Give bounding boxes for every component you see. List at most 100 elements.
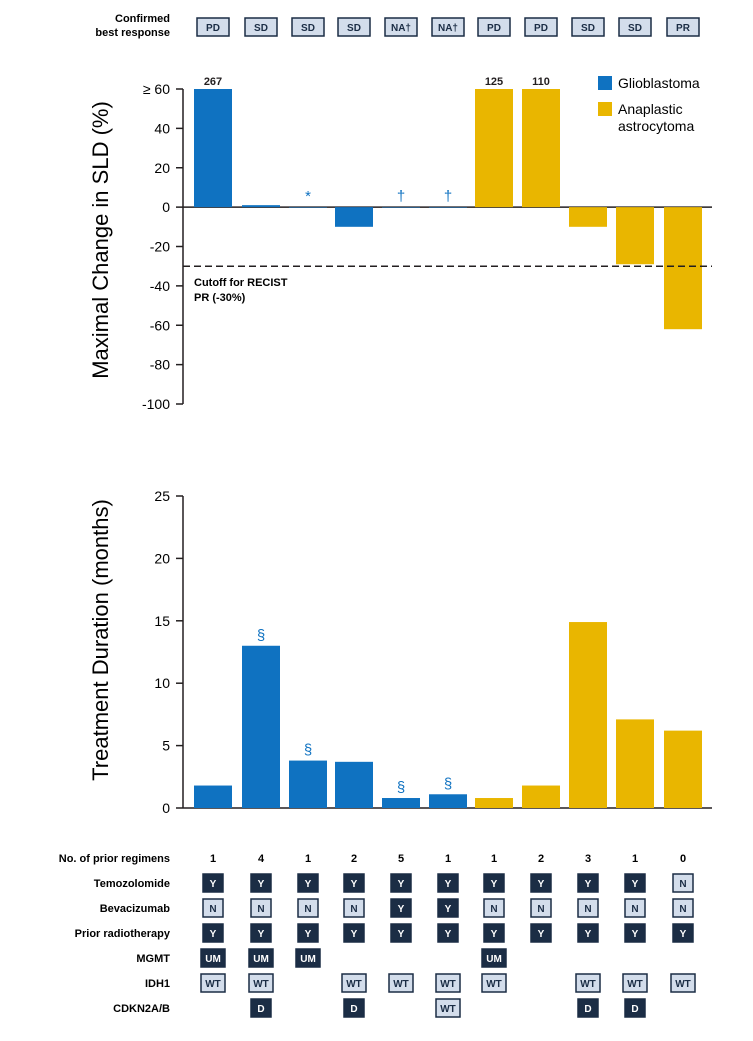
table-row-label: No. of prior regimens [59,853,170,865]
bar [616,719,654,808]
table-cell-value: Y [305,879,312,890]
bar-label: † [444,188,452,205]
bar [522,89,560,208]
y-tick-label: -100 [142,396,170,412]
best-response-row: Confirmed best response PD SD SD SD NA† NA† PD… [95,13,700,39]
y-tick-label: 25 [154,488,170,504]
best-response-value: SD [301,23,315,34]
table-cell-value: 0 [680,853,686,865]
table-row-label: Bevacizumab [100,903,171,915]
best-response-value: NA† [438,23,458,34]
table-cell-box [200,973,226,993]
table-cell-value: D [631,1004,638,1015]
y-tick-label: 0 [162,199,170,215]
bar [475,798,513,808]
bar [664,207,702,330]
table-cell-value: Y [351,879,358,890]
duration-chart-y-axis-label: Treatment Duration (months) [88,499,113,781]
table-cell-value: Y [680,929,687,940]
table-cell-value: 2 [538,853,544,865]
table-cell-value: D [584,1004,591,1015]
duration-chart-bars [194,622,702,808]
table-cell-value: 1 [210,853,216,865]
best-response-label-line2: best response [95,27,170,39]
cutoff-label-line1: Cutoff for RECIST [194,277,288,289]
table-cell-value: N [584,904,591,915]
y-tick-label: 0 [162,800,170,816]
table-cell-value: N [679,904,686,915]
bar-label: § [304,742,312,759]
table-cell-value: Y [445,904,452,915]
table-cell-value: N [350,904,357,915]
table-cell-box [624,998,646,1018]
table-cell-value: Y [538,879,545,890]
table-cell-box [483,873,505,893]
table-cell-value: 5 [398,853,404,865]
table-cell-box [250,923,272,943]
table-cell-value: Y [258,879,265,890]
best-response-box [618,17,652,37]
table-cell-value: 2 [351,853,357,865]
best-response-value: SD [581,23,595,34]
y-tick-label: 15 [154,613,170,629]
table-cell-value: Y [351,929,358,940]
best-response-box [196,17,230,37]
bar [569,622,607,808]
table-cell-box [437,923,459,943]
table-cell-value: N [631,904,638,915]
table-cell-value: Y [258,929,265,940]
y-tick-label: 20 [154,550,170,566]
y-tick-label: ≥ 60 [143,81,170,97]
bar [616,207,654,265]
table-cell-box [577,873,599,893]
bar [569,207,607,227]
table-cell-value: Y [398,904,405,915]
bar-label: 267 [204,76,222,88]
best-response-box [384,17,418,37]
table-cell-box [297,873,319,893]
table-cell-value: WT [580,979,596,990]
best-response-value: SD [254,23,268,34]
bar [475,89,513,208]
table-cell-value: 1 [632,853,638,865]
table-cell-box [435,998,461,1018]
table-cell-value: WT [627,979,643,990]
legend-label: Anaplastic [618,101,683,117]
table-cell-box [624,898,646,918]
legend-swatch [598,102,612,116]
table-cell-value: UM [300,954,316,965]
table-cell-value: WT [440,1004,456,1015]
table-cell-box [202,873,224,893]
legend-label: astrocytoma [618,118,694,134]
table-cell-box [343,898,365,918]
table-cell-box [202,898,224,918]
best-response-value: PD [487,23,501,34]
table-cell-box [297,898,319,918]
table-cell-value: 3 [585,853,591,865]
best-response-box [524,17,558,37]
best-response-box [477,17,511,37]
table-cell-value: WT [440,979,456,990]
table-cell-box [577,898,599,918]
table-cell-box [577,998,599,1018]
bar [335,761,373,808]
table-cell-value: N [490,904,497,915]
best-response-box [666,17,700,37]
y-tick-label: 40 [154,120,170,136]
table-cell-box [295,948,321,968]
bar [242,645,280,808]
best-response-box [291,17,325,37]
table-cell-box [530,923,552,943]
table-cell-box [390,873,412,893]
table-cell-box [575,973,601,993]
table-cell-box [624,873,646,893]
table-cell-value: Y [305,929,312,940]
best-response-value: PD [206,23,220,34]
best-response-box [337,17,371,37]
table-cell-box [672,898,694,918]
y-tick-label: 10 [154,675,170,691]
table-cell-value: Y [210,929,217,940]
best-response-value: SD [628,23,642,34]
bar [242,205,280,208]
